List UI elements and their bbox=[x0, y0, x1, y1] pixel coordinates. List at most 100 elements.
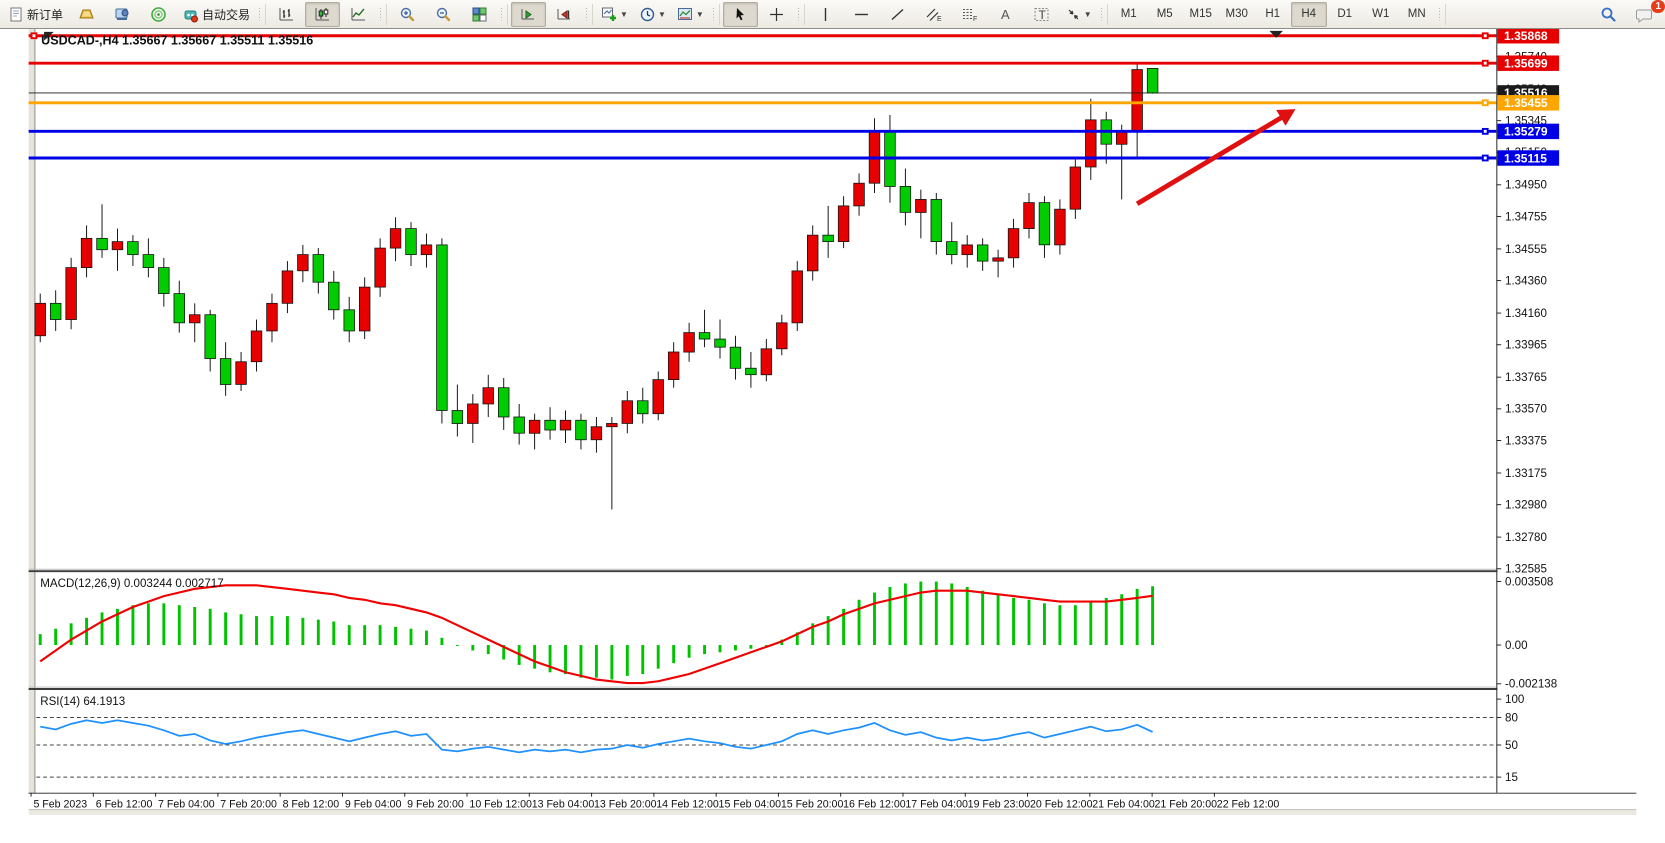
candle-bearish bbox=[1146, 68, 1159, 94]
text-tool[interactable]: A bbox=[988, 2, 1023, 27]
timeframe-h4[interactable]: H4 bbox=[1290, 1, 1327, 27]
zoom-in-icon bbox=[400, 7, 415, 21]
candle-bullish bbox=[65, 257, 77, 330]
chart-canvas[interactable]: 1.357401.355401.353451.351501.349501.347… bbox=[0, 29, 1665, 843]
autotrading-button[interactable]: 自动交易 bbox=[177, 2, 255, 27]
candle-bearish bbox=[930, 192, 942, 255]
timeframe-m1[interactable]: M1 bbox=[1120, 8, 1137, 20]
macd-histogram-bar bbox=[285, 616, 289, 646]
macd-histogram-bar bbox=[857, 599, 861, 646]
timeframe-w1[interactable]: W1 bbox=[1372, 8, 1390, 20]
auto-scroll-icon bbox=[521, 8, 535, 19]
line-chart-button[interactable] bbox=[341, 2, 376, 27]
candlestick-chart-button[interactable] bbox=[305, 1, 341, 27]
trend-arrow-shaft[interactable] bbox=[1135, 114, 1286, 206]
time-label: 15 Feb 20:00 bbox=[781, 798, 844, 810]
chart-shift-marker[interactable] bbox=[1269, 30, 1283, 38]
timeframe-group: M1 M5 M15 M30 H1 H4 D1 W1 MN bbox=[1111, 1, 1435, 27]
macd-histogram-bar bbox=[533, 645, 537, 669]
candle-bearish bbox=[946, 222, 958, 265]
candle-bullish bbox=[266, 293, 278, 343]
macd-histogram-bar bbox=[425, 630, 428, 646]
periods-button[interactable]: ▼ bbox=[634, 2, 671, 27]
macd-histogram-bar bbox=[1135, 588, 1139, 646]
candlestick-chart-icon bbox=[315, 7, 330, 20]
crosshair-tool-button[interactable] bbox=[759, 2, 794, 27]
trendline-tool[interactable] bbox=[880, 2, 915, 27]
candle-bullish bbox=[482, 374, 494, 417]
macd-histogram-bar bbox=[332, 621, 336, 646]
candle-bullish bbox=[250, 319, 263, 372]
cursor-tool-button[interactable] bbox=[722, 1, 758, 27]
bar-chart-button[interactable] bbox=[269, 2, 304, 27]
timeframe-d1[interactable]: D1 bbox=[1337, 8, 1353, 20]
candle-bullish bbox=[297, 244, 309, 283]
time-label: 13 Feb 04:00 bbox=[532, 798, 595, 810]
timeframe-m15[interactable]: M15 bbox=[1189, 8, 1212, 20]
candle-bullish bbox=[652, 371, 664, 421]
macd-histogram-bar bbox=[162, 603, 166, 646]
macd-histogram-bar bbox=[1073, 605, 1077, 646]
templates-button[interactable]: ▼ bbox=[672, 2, 709, 27]
horizontal-line-tool[interactable] bbox=[844, 2, 879, 27]
new-order-button[interactable]: 新订单 bbox=[4, 2, 68, 27]
timeframe-h1[interactable]: H1 bbox=[1265, 8, 1281, 20]
price-badge-label: 1.35868 bbox=[1504, 29, 1548, 43]
timeframe-m30[interactable]: M30 bbox=[1225, 8, 1248, 20]
arrows-icon bbox=[1068, 9, 1079, 19]
macd-histogram-bar bbox=[1043, 603, 1046, 646]
chart-shift-button[interactable] bbox=[547, 2, 582, 27]
macd-histogram-bar bbox=[301, 617, 305, 646]
price-tick: 1.32585 bbox=[1505, 564, 1547, 576]
clock-icon bbox=[640, 7, 655, 21]
tile-windows-icon bbox=[472, 7, 487, 21]
macd-histogram-bar bbox=[687, 645, 691, 658]
data-window-icon bbox=[115, 8, 129, 20]
dropdown-caret: ▼ bbox=[1083, 9, 1092, 19]
macd-histogram-bar bbox=[564, 645, 567, 675]
text-label-tool[interactable]: T bbox=[1024, 2, 1059, 27]
market-watch-button[interactable] bbox=[69, 2, 104, 27]
auto-scroll-button[interactable] bbox=[511, 1, 547, 27]
trendline-icon bbox=[891, 8, 904, 20]
macd-histogram-bar bbox=[208, 608, 212, 646]
channel-tool[interactable]: E bbox=[916, 2, 951, 27]
market-watch-icon bbox=[79, 9, 94, 18]
chat-button[interactable]: 1 bbox=[1626, 0, 1665, 27]
fibonacci-tool[interactable]: F bbox=[952, 2, 987, 27]
arrows-tool[interactable]: ▼ bbox=[1060, 2, 1097, 27]
price-badge bbox=[1497, 123, 1560, 140]
macd-histogram-bar bbox=[270, 616, 274, 646]
macd-histogram-bar bbox=[131, 605, 135, 646]
zoom-out-button[interactable] bbox=[426, 2, 461, 27]
macd-histogram-bar bbox=[842, 608, 846, 646]
trend-arrow-head bbox=[1276, 109, 1296, 126]
macd-histogram-bar bbox=[764, 645, 768, 647]
chart-title: USDCAD-,H4 1.35667 1.35667 1.35511 1.355… bbox=[41, 33, 313, 47]
rsi-tick: 100 bbox=[1505, 694, 1524, 706]
candles-group bbox=[34, 62, 1159, 510]
candle-bearish bbox=[729, 335, 742, 380]
price-tick: 1.34555 bbox=[1505, 244, 1547, 256]
macd-histogram-bar bbox=[69, 623, 73, 646]
main-toolbar: 新订单 自动交易 bbox=[0, 0, 1665, 29]
candle-bullish bbox=[606, 416, 618, 510]
dropdown-caret: ▼ bbox=[620, 9, 628, 19]
macd-histogram-bar bbox=[224, 612, 228, 646]
navigator-button[interactable] bbox=[141, 2, 176, 27]
zoom-in-button[interactable] bbox=[390, 2, 425, 27]
timeframe-m5[interactable]: M5 bbox=[1156, 8, 1173, 20]
data-window-button[interactable] bbox=[105, 2, 140, 27]
time-label: 7 Feb 20:00 bbox=[220, 798, 277, 810]
timeframe-mn[interactable]: MN bbox=[1407, 8, 1426, 20]
search-button[interactable] bbox=[1591, 2, 1626, 27]
macd-histogram-bar bbox=[440, 637, 444, 646]
vertical-line-tool[interactable] bbox=[808, 2, 843, 27]
chart-window[interactable]: 1.357401.355401.353451.351501.349501.347… bbox=[0, 29, 1665, 843]
macd-histogram-bar bbox=[471, 645, 475, 651]
price-badge bbox=[1497, 150, 1560, 166]
indicators-button[interactable]: ▼ bbox=[596, 2, 633, 27]
macd-histogram-bar bbox=[579, 645, 583, 678]
line-handle-dot bbox=[32, 34, 36, 38]
tile-windows-button[interactable] bbox=[462, 2, 497, 27]
